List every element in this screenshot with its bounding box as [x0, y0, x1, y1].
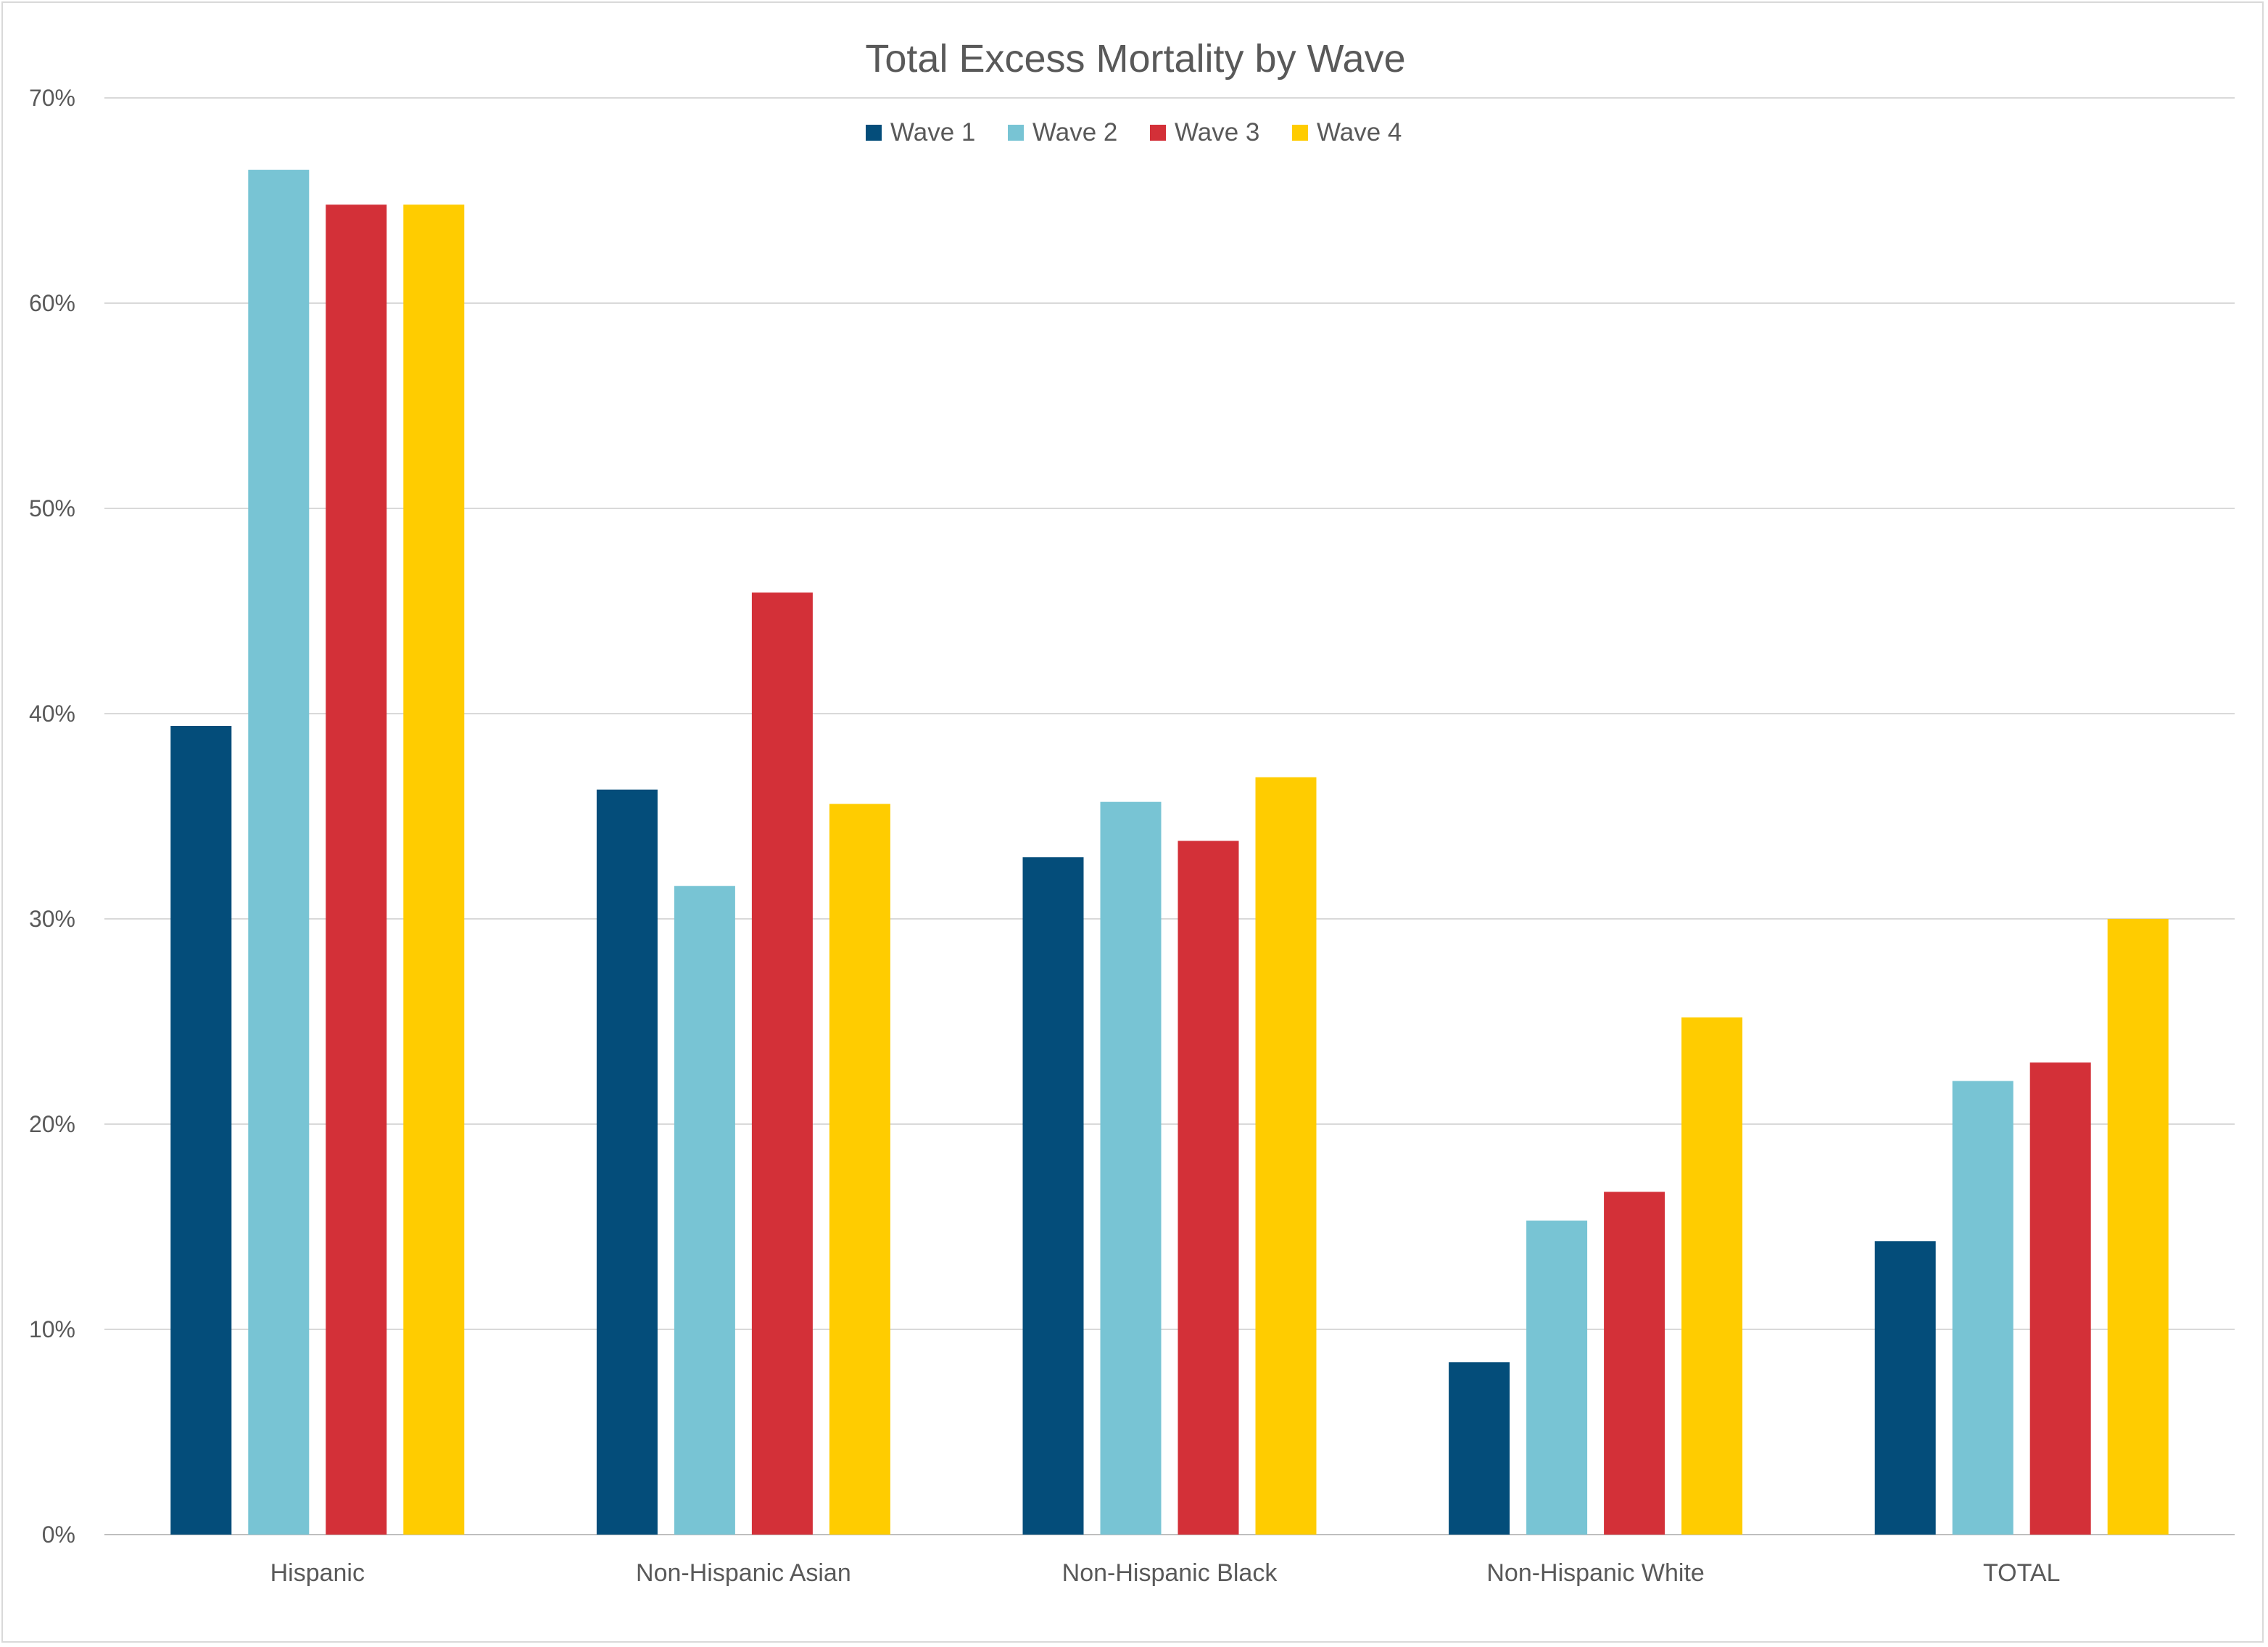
y-tick-label: 30% — [29, 906, 75, 932]
bar-wave-3 — [2029, 1062, 2091, 1535]
legend-swatch — [1008, 125, 1024, 141]
bar-chart: 0% 10% 20% 30% 40% 50% 60% 70% Hispanic Non-Hispa… — [29, 37, 2235, 1587]
legend-label: Wave 2 — [1032, 118, 1117, 146]
legend-swatch — [1292, 125, 1308, 141]
legend-label: Wave 1 — [890, 118, 975, 146]
bar-wave-1 — [1449, 1362, 1510, 1535]
bar-wave-1 — [1022, 857, 1084, 1535]
category-label: Non-Hispanic Asian — [636, 1559, 851, 1587]
category-label: TOTAL — [1983, 1559, 2060, 1587]
bar-wave-4 — [403, 205, 465, 1535]
bar-wave-3 — [1604, 1192, 1665, 1535]
y-tick-label: 40% — [29, 701, 75, 727]
bar-wave-3 — [751, 593, 813, 1535]
y-tick-label: 20% — [29, 1111, 75, 1137]
bar-wave-4 — [1681, 1017, 1743, 1535]
legend: Wave 1 Wave 2 Wave 3 Wave 4 — [866, 118, 1402, 146]
bar-wave-3 — [326, 205, 387, 1535]
bar-wave-2 — [1526, 1221, 1588, 1535]
bar-wave-2 — [248, 170, 310, 1535]
labels-layer: 0% 10% 20% 30% 40% 50% 60% 70% Hispanic Non-Hispa… — [29, 85, 2060, 1587]
bar-wave-4 — [829, 804, 890, 1535]
bar-wave-4 — [1255, 777, 1317, 1535]
y-tick-label: 70% — [29, 85, 75, 111]
bars-layer — [170, 170, 2169, 1535]
y-tick-label: 10% — [29, 1316, 75, 1342]
bar-wave-2 — [1100, 801, 1162, 1535]
category-label: Non-Hispanic White — [1486, 1559, 1704, 1587]
bar-wave-4 — [2107, 919, 2169, 1535]
bar-wave-2 — [1952, 1081, 2014, 1535]
bar-wave-1 — [1874, 1241, 1936, 1535]
legend-label: Wave 4 — [1317, 118, 1402, 146]
legend-swatch — [1150, 125, 1166, 141]
y-tick-label: 0% — [42, 1522, 75, 1548]
bar-wave-1 — [170, 725, 232, 1535]
category-label: Hispanic — [270, 1559, 365, 1587]
legend-swatch — [866, 125, 882, 141]
chart-title: Total Excess Mortality by Wave — [865, 37, 1405, 81]
legend-label: Wave 3 — [1175, 118, 1259, 146]
y-tick-label: 50% — [29, 495, 75, 521]
bar-wave-2 — [674, 886, 735, 1535]
y-tick-label: 60% — [29, 290, 75, 316]
category-label: Non-Hispanic Black — [1062, 1559, 1278, 1587]
bar-wave-3 — [1178, 841, 1239, 1535]
bar-wave-1 — [596, 789, 658, 1535]
